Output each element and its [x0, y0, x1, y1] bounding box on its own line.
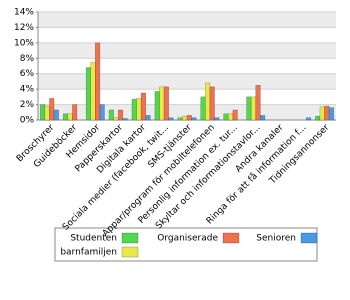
bar: [108, 109, 114, 121]
grid-band: [38, 58, 336, 74]
bar: [324, 105, 330, 121]
legend-box: [54, 227, 318, 262]
bar: [154, 91, 160, 121]
bar: [159, 86, 165, 121]
bar: [250, 96, 257, 121]
bar: [62, 113, 69, 121]
y-tick-label: 2%: [20, 100, 35, 110]
bar: [131, 98, 137, 121]
bar: [122, 118, 128, 121]
y-tick-label: 14%: [14, 8, 34, 18]
y-tick-label: 0%: [20, 116, 35, 126]
legend-label: barnfamiljen: [60, 248, 117, 258]
bar: [72, 104, 78, 121]
bar: [163, 86, 169, 121]
bar: [95, 42, 101, 121]
grid-band: [38, 42, 336, 59]
bar: [67, 113, 73, 121]
bar: [53, 109, 59, 121]
bar: [228, 113, 234, 121]
bar: [246, 96, 252, 121]
bar: [99, 104, 105, 121]
bar: [328, 107, 334, 121]
y-tick-label: 10%: [14, 38, 34, 48]
bar: [223, 113, 229, 121]
bar: [117, 109, 124, 121]
bar: [232, 109, 238, 121]
y-tick-label: 12%: [14, 23, 34, 33]
legend-swatch: [121, 232, 139, 244]
legend-swatch: [222, 232, 240, 244]
bar: [145, 115, 151, 121]
legend-swatch: [121, 246, 139, 258]
bar: [177, 117, 183, 121]
bar: [305, 117, 312, 121]
legend-label: Senioren: [256, 234, 296, 244]
legend-label: Organiserade: [157, 234, 218, 244]
grid-band: [38, 27, 336, 43]
bar: [191, 117, 197, 121]
y-tick-label: 8%: [20, 54, 35, 64]
grid-band: [38, 73, 336, 90]
bar: [136, 98, 142, 121]
bar: [113, 117, 119, 121]
bar: [49, 98, 55, 121]
bar: [90, 61, 96, 121]
bar: [40, 104, 46, 121]
y-tick-label: 4%: [20, 85, 35, 95]
bar: [200, 96, 206, 121]
bar: [182, 115, 188, 121]
grid-band: [38, 89, 336, 105]
bar: [260, 115, 266, 121]
grid-band: [38, 12, 336, 28]
bar: [186, 115, 192, 121]
bar: [85, 67, 91, 121]
y-tick-label: 6%: [20, 69, 35, 79]
bar: [209, 86, 215, 121]
bar: [319, 106, 325, 121]
bar: [205, 82, 211, 121]
bar: [44, 105, 50, 121]
bar: [255, 85, 261, 121]
bar: [214, 117, 220, 121]
bar: [140, 92, 146, 121]
legend-swatch: [300, 232, 318, 244]
legend-label: Studenten: [70, 234, 117, 244]
bar: [168, 117, 174, 121]
bar: [315, 115, 321, 121]
